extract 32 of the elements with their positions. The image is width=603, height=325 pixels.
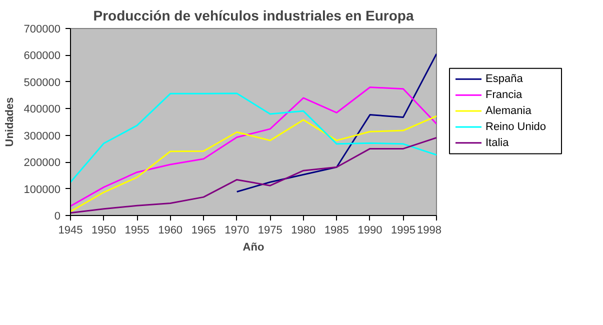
x-tick-label: 1950 <box>92 224 116 236</box>
x-tick-label: 1970 <box>224 224 250 236</box>
line-series <box>70 86 436 207</box>
legend-label: Alemania <box>486 105 532 118</box>
x-tick-label: 1955 <box>124 224 150 236</box>
x-tick-label: 1995 <box>390 224 416 236</box>
y-tick-label: 200000 <box>24 157 61 170</box>
x-tick-label: 1990 <box>358 224 382 236</box>
line-series <box>236 53 436 192</box>
y-tick-label: 0 <box>54 210 61 222</box>
legend-label: España <box>486 73 524 86</box>
y-tick-label: 400000 <box>24 104 61 116</box>
line-series <box>70 92 436 183</box>
x-tick-label: 1980 <box>291 224 316 236</box>
y-tick-label: 600000 <box>24 50 61 62</box>
chart-title: Producción de vehículos industriales en Europa <box>93 8 414 24</box>
line-series <box>70 115 436 212</box>
x-axis-title: Año <box>242 242 264 254</box>
x-tick-label: 1985 <box>324 224 349 236</box>
y-tick-label: 100000 <box>24 184 61 196</box>
x-tick-label: 1965 <box>191 224 216 236</box>
y-tick-label: 700000 <box>24 24 61 36</box>
legend-label: Francia <box>486 89 524 102</box>
legend-label: Italia <box>486 136 510 149</box>
legend-label: Reino Unido <box>486 120 546 133</box>
x-tick-label: 1960 <box>158 224 183 236</box>
x-tick-label: 1975 <box>258 224 282 236</box>
x-tick-label: 1945 <box>58 224 83 236</box>
y-tick-label: 300000 <box>24 130 61 142</box>
y-axis-title: Unidades <box>4 97 16 147</box>
x-tick-label: 1998 <box>417 224 442 236</box>
y-tick-label: 500000 <box>24 76 61 89</box>
